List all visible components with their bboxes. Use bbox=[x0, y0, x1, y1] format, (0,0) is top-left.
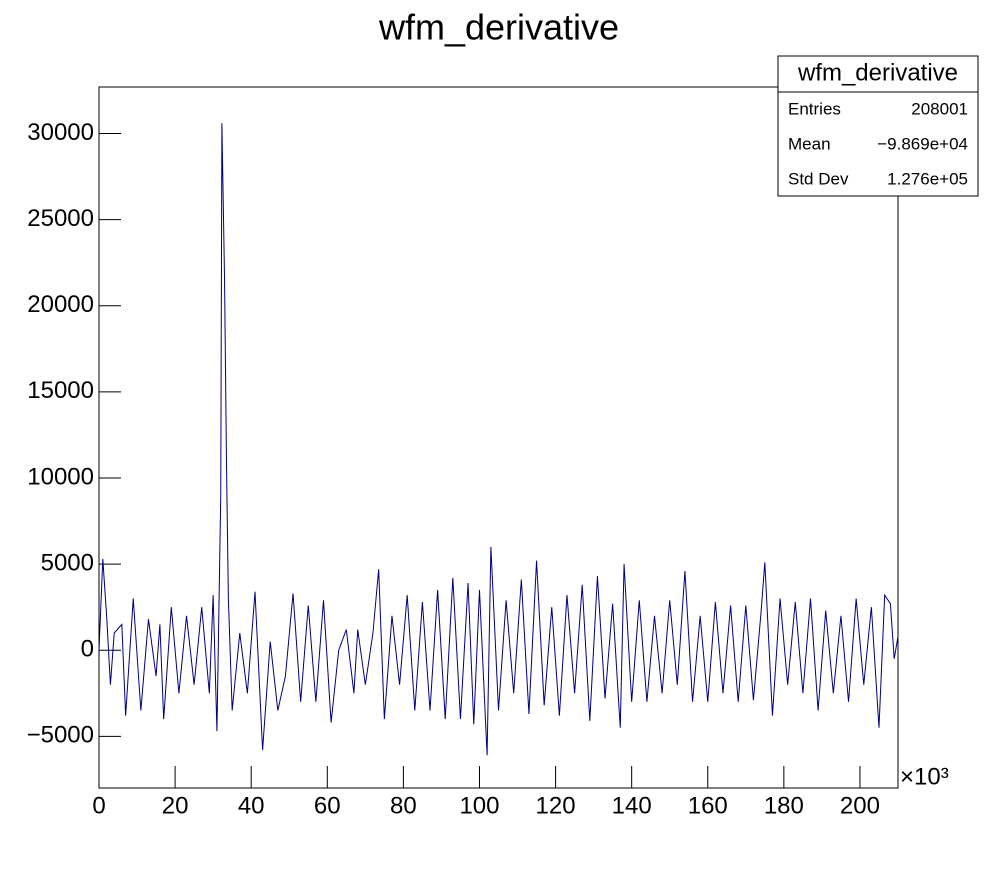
x-tick-label: 140 bbox=[612, 792, 652, 819]
x-tick-label: 40 bbox=[238, 792, 265, 819]
x-multiplier: ×10³ bbox=[900, 763, 949, 790]
y-tick-label: 0 bbox=[81, 636, 94, 663]
y-tick-label: 30000 bbox=[27, 119, 94, 146]
x-tick-label: 60 bbox=[314, 792, 341, 819]
stats-label: Entries bbox=[788, 99, 841, 118]
y-tick-label: 5000 bbox=[41, 549, 94, 576]
x-tick-label: 120 bbox=[536, 792, 576, 819]
plot-frame bbox=[98, 86, 899, 789]
x-tick-label: 200 bbox=[840, 792, 880, 819]
y-tick-label: 20000 bbox=[27, 291, 94, 318]
y-tick-label: −5000 bbox=[27, 722, 94, 749]
stats-label: Std Dev bbox=[788, 169, 849, 188]
x-tick-label: 160 bbox=[688, 792, 728, 819]
stats-value: 1.276e+05 bbox=[887, 169, 968, 188]
stats-box bbox=[777, 55, 979, 197]
stats-value: −9.869e+04 bbox=[877, 134, 968, 153]
y-tick-label: 25000 bbox=[27, 205, 94, 232]
x-tick-label: 20 bbox=[162, 792, 189, 819]
stats-title: wfm_derivative bbox=[797, 59, 958, 86]
x-tick-label: 100 bbox=[459, 792, 499, 819]
data-line bbox=[98, 123, 899, 756]
stats-value: 208001 bbox=[911, 99, 968, 118]
y-tick-label: 10000 bbox=[27, 463, 94, 490]
x-tick-label: 80 bbox=[390, 792, 417, 819]
stats-label: Mean bbox=[788, 134, 831, 153]
chart-title: wfm_derivative bbox=[378, 7, 619, 48]
y-tick-label: 15000 bbox=[27, 377, 94, 404]
x-tick-label: 180 bbox=[764, 792, 804, 819]
x-tick-label: 0 bbox=[92, 792, 105, 819]
